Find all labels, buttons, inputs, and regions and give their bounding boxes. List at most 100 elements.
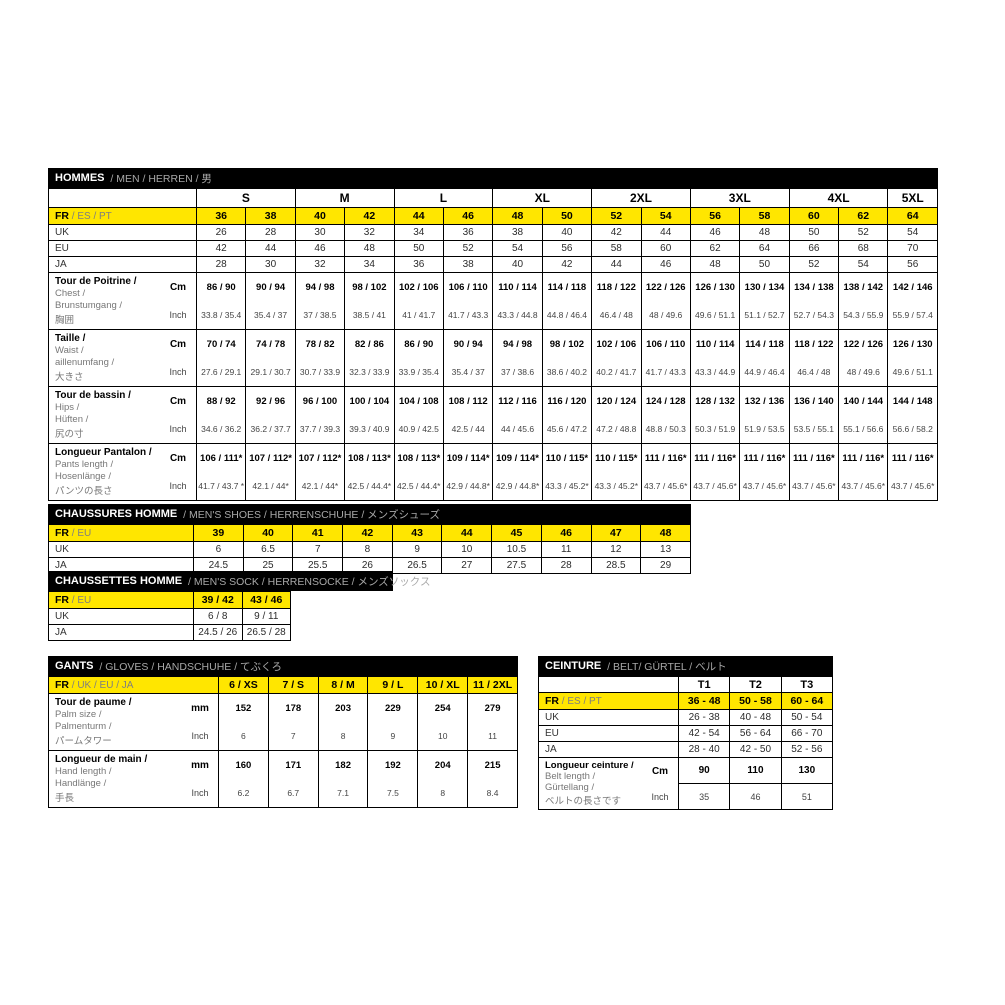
measure-value-cell: 182 7.1: [317, 750, 369, 808]
measure-value-pair: 116 / 120 45.6 / 47.2: [543, 388, 590, 443]
measure-value-pair: 111 / 116* 43.7 / 45.6*: [691, 445, 738, 500]
measure-label-line: Hips /: [55, 402, 80, 413]
measure-value-cell: 142 / 146 55.9 / 57.4: [887, 272, 938, 330]
size-value: 40: [541, 224, 593, 241]
value-cm: 171: [285, 759, 302, 771]
measure-value-cell: 109 / 114* 42.9 / 44.8*: [492, 443, 543, 501]
measure-value-cell: 111 / 116* 43.7 / 45.6*: [887, 443, 938, 501]
value-inch: 41.7 / 43.3: [448, 310, 489, 321]
measure-value-pair: 140 / 144 55.1 / 56.6: [840, 388, 887, 443]
measure-value-cell: 102 / 106 40.2 / 41.7: [591, 329, 642, 387]
measure-value-pair: 279 11: [469, 695, 517, 750]
value-inch: 42.9 / 44.8*: [446, 481, 490, 492]
corner-cell: [48, 188, 197, 208]
measure-value-pair: 74 / 78 29.1 / 30.7: [247, 331, 294, 386]
measure-value-pair: 142 / 146 55.9 / 57.4: [889, 274, 937, 329]
value-inch: 35.4 / 37: [254, 310, 288, 321]
fr-size-value: 50: [541, 207, 593, 225]
measure-value-pair: 107 / 112* 42.1 / 44*: [296, 445, 343, 500]
socks-title-secondary: / MEN'S SOCK / HERRENSOCKE / メンズソックス: [185, 575, 431, 588]
size-value: 28: [540, 557, 592, 574]
size-value: 50: [739, 256, 790, 273]
value-cm: 112 / 116: [498, 395, 537, 407]
measure-value-cell: 138 / 142 54.3 / 55.9: [838, 272, 889, 330]
measure-value-cell: 109 / 114* 42.9 / 44.8*: [442, 443, 494, 501]
value-inch: 32.3 / 33.9: [349, 367, 390, 378]
value-inch: 42.5 / 44: [451, 424, 485, 435]
measure-value-cell: 152 6: [218, 693, 269, 751]
measure-value-cell: 106 / 110 41.7 / 43.3: [640, 329, 691, 387]
value-inch: 54.3 / 55.9: [843, 310, 884, 321]
value-inch: 43.7 / 45.6*: [693, 481, 737, 492]
measure-label-line: Hosenlänge /: [55, 471, 111, 482]
value-inch: 7: [290, 731, 296, 742]
measure-value-cell: 122 / 126 48 / 49.6: [838, 329, 889, 387]
measure-value-cell: 114 / 118 44.8 / 46.4: [541, 272, 593, 330]
value-cm: 110 / 114: [498, 281, 537, 293]
measure-value-cell: 118 / 122 46.4 / 48: [591, 272, 642, 330]
measure-value-cell: 90 / 94 35.4 / 37: [442, 329, 494, 387]
measure-value-pair: 215 8.4: [469, 752, 517, 807]
measure-label-lines: Longueur ceinture / Belt length / Gürtella…: [540, 759, 643, 809]
unit-labels: mm Inch: [182, 752, 218, 807]
measure-value-cell: 94 / 98 37 / 38.6: [492, 329, 543, 387]
value-inch: 50.3 / 51.9: [695, 424, 736, 435]
size-value: 8: [342, 541, 393, 558]
measure-value-cell: 86 / 90 33.9 / 35.4: [393, 329, 444, 387]
value-cm: 92 / 96: [256, 395, 286, 407]
measure-value-pair: 111 / 116* 43.7 / 45.6*: [840, 445, 887, 500]
measure-label-line: 大きさ: [55, 372, 84, 383]
value-inch: 46.4 / 48: [797, 367, 831, 378]
value-cm: 152: [235, 702, 252, 714]
shoes-title-primary: CHAUSSURES HOMME: [55, 508, 178, 520]
measure-value-cell: 120 / 124 47.2 / 48.8: [591, 386, 642, 444]
value-inch: 42.5 / 44.4*: [397, 481, 441, 492]
size-group-header: L: [393, 188, 494, 208]
fr-row-label: FR / EU: [48, 524, 194, 542]
value-inch: 30.7 / 33.9: [299, 367, 341, 378]
measure-label-line: Hand length /: [55, 766, 112, 777]
unit-labels: Cm Inch: [160, 445, 196, 500]
fr-size-value: 38: [245, 207, 296, 225]
measure-value-cell: 112 / 116 44 / 45.6: [492, 386, 543, 444]
unit-labels: Cm Inch: [160, 331, 196, 386]
measure-value-pair: 122 / 126 48 / 49.6: [840, 331, 887, 386]
size-value: 66 - 70: [780, 725, 834, 742]
measure-label-line: 手長: [55, 793, 75, 804]
measure-value-cell: 100 / 104 39.3 / 40.9: [344, 386, 395, 444]
value-inch: 49.6 / 51.1: [892, 367, 933, 378]
measure-value-cell: 110 / 114 43.3 / 44.9: [689, 329, 741, 387]
value-cm: 192: [384, 759, 401, 771]
measure-value-pair: 98 / 102 38.5 / 41: [346, 274, 393, 329]
shoes-table-host: FR / EU 39 40 41 42 43 44 45 46 47 48 UK 6 6.5 7 8 9 10 10…: [48, 524, 691, 574]
measure-value-pair: 120 / 124 47.2 / 48.8: [593, 388, 640, 443]
measure-value-pair: 111 / 116* 43.7 / 45.6*: [741, 445, 788, 500]
measure-label: Tour de Poitrine / Chest / Brunstumgang / 胸…: [50, 274, 196, 329]
size-group-header: XL: [492, 188, 593, 208]
value-inch: 46.4 / 48: [599, 310, 633, 321]
shoes-table: FR / EU 39 40 41 42 43 44 45 46 47 48 UK 6 6.5 7 8 9 10 10…: [48, 524, 691, 574]
fr-size-value: 48: [640, 524, 691, 542]
measure-value-pair: 108 / 112 42.5 / 44: [444, 388, 491, 443]
measure-value-cell: 229 9: [367, 693, 419, 751]
measure-value-cell: 118 / 122 46.4 / 48: [788, 329, 840, 387]
value-cm: 279: [484, 702, 501, 714]
size-value: 30: [294, 224, 346, 241]
value-cm: 111 / 116*: [842, 452, 885, 464]
size-group-header: M: [294, 188, 395, 208]
mens-shoes-section: CHAUSSURES HOMME / MEN'S SHOES / HERRENS…: [48, 504, 691, 574]
measure-value-pair: 130 / 134 51.1 / 52.7: [741, 274, 788, 329]
fr-size-value: 43 / 46: [241, 591, 291, 609]
measure-label: Tour de paume / Palm size / Palmenturm / パー…: [50, 695, 218, 750]
fr-size-value: 43: [391, 524, 443, 542]
measure-label-line: aillenumfang /: [55, 357, 115, 368]
value-cm: 120 / 124: [596, 395, 637, 407]
fr-size-value: 40: [294, 207, 346, 225]
size-group-header: 5XL: [887, 188, 938, 208]
measure-value-cell: 88 / 92 34.6 / 36.2: [195, 386, 247, 444]
unit-labels: Cm Inch: [642, 759, 678, 809]
hommes-table-host: S M L XL 2XL 3XL 4XL 5XL FR / ES / PT 36 38 40 42 44 4…: [48, 188, 938, 501]
fr-label-secondary: / UK / EU / JA: [69, 680, 134, 691]
region-row-label: UK: [48, 224, 197, 241]
value-cm: 134 / 138: [794, 281, 834, 293]
